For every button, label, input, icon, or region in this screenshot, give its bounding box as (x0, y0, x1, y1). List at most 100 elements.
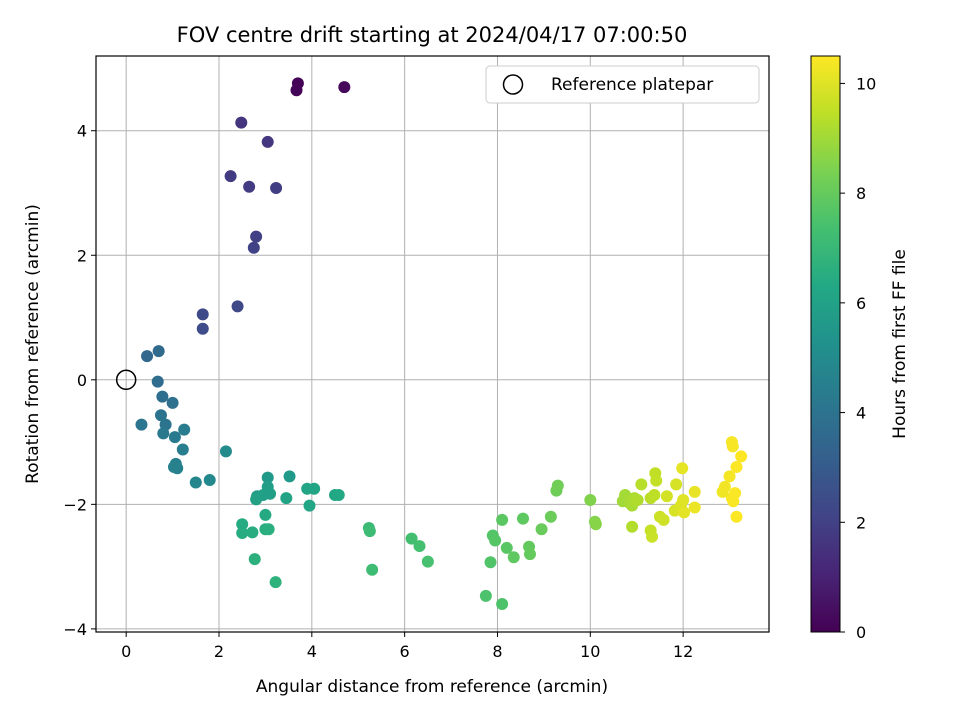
data-point (730, 510, 743, 523)
data-points (135, 77, 748, 610)
data-point (657, 513, 670, 526)
data-point (332, 489, 345, 502)
y-tick-label: 2 (77, 246, 87, 265)
data-point (247, 241, 260, 254)
colorbar (810, 55, 841, 633)
data-point (726, 440, 739, 453)
data-point (635, 478, 648, 491)
data-point (236, 526, 249, 539)
data-point (723, 470, 736, 483)
colorbar-tick-label: 8 (856, 184, 866, 203)
y-tick-label: 0 (77, 371, 87, 390)
data-point (196, 308, 209, 321)
data-point (135, 418, 148, 431)
data-point (626, 520, 639, 533)
data-point (479, 589, 492, 602)
data-point (151, 375, 164, 388)
data-point (270, 182, 283, 195)
data-point (678, 506, 691, 519)
y-tick-label: 4 (77, 122, 87, 141)
data-point (157, 427, 170, 440)
data-point (735, 450, 748, 463)
data-point (646, 530, 659, 543)
data-point (677, 493, 690, 506)
data-point (196, 322, 209, 335)
data-point (523, 548, 536, 561)
legend-reference-marker (502, 74, 524, 95)
colorbar-tick-label: 0 (856, 623, 866, 642)
data-point (167, 460, 180, 473)
data-point (670, 478, 683, 491)
data-point (405, 532, 418, 545)
colorbar-tick-label: 4 (856, 404, 866, 423)
data-point (250, 230, 263, 243)
x-tick-label: 4 (307, 642, 317, 661)
data-point (280, 492, 293, 505)
data-point (235, 116, 248, 129)
data-point (141, 350, 154, 363)
colorbar-ticks: 0 2 4 6 8 10 (840, 74, 876, 642)
data-point (219, 445, 232, 458)
data-point (203, 474, 216, 487)
x-tick-label: 12 (673, 642, 693, 661)
data-point (688, 485, 701, 498)
data-point (507, 551, 520, 564)
data-point (308, 482, 321, 495)
plot-area (95, 55, 770, 633)
x-axis-label: Angular distance from reference (arcmin) (256, 677, 608, 697)
x-tick-label: 8 (492, 642, 502, 661)
x-tick-label: 2 (214, 642, 224, 661)
data-point (264, 487, 277, 500)
data-point (631, 493, 644, 506)
y-axis: −4 −2 0 2 4 (63, 122, 96, 639)
data-point (269, 576, 282, 589)
data-point (303, 499, 316, 512)
data-point (730, 460, 743, 473)
data-point (589, 518, 602, 531)
colorbar-tick-label: 2 (856, 513, 866, 532)
x-axis: 0 2 4 6 8 10 12 (121, 632, 693, 661)
data-point (178, 423, 191, 436)
data-point (231, 300, 244, 313)
data-point (236, 518, 249, 531)
data-point (262, 523, 275, 536)
data-point (413, 540, 426, 553)
legend: Reference platepar (485, 65, 760, 104)
colorbar-tick-label: 6 (856, 294, 866, 313)
y-tick-label: −4 (63, 620, 87, 639)
data-point (489, 534, 502, 547)
reference-marker (115, 369, 137, 391)
chart-title: FOV centre drift starting at 2024/04/17 … (177, 23, 688, 47)
data-point (718, 480, 731, 493)
legend-box (485, 65, 760, 104)
data-point (688, 501, 701, 514)
data-point (496, 597, 509, 610)
data-point (156, 390, 169, 403)
data-point (496, 513, 509, 526)
x-tick-label: 10 (580, 642, 600, 661)
data-point (676, 462, 689, 475)
data-point (224, 170, 237, 183)
y-axis-label: Rotation from reference (arcmin) (23, 204, 43, 484)
data-point (363, 525, 376, 538)
data-point (290, 84, 303, 97)
data-point (152, 345, 165, 358)
data-point (261, 135, 274, 148)
data-point (551, 479, 564, 492)
data-point (283, 470, 296, 483)
data-point (250, 493, 263, 506)
data-point (154, 409, 167, 422)
data-point (259, 508, 272, 521)
data-point (517, 512, 530, 525)
data-point (535, 523, 548, 536)
data-point (660, 490, 673, 503)
data-point (650, 474, 663, 487)
data-point (421, 555, 434, 568)
legend-label: Reference platepar (551, 75, 713, 95)
data-point (544, 510, 557, 523)
data-point (189, 476, 202, 489)
grid (96, 56, 769, 632)
x-tick-label: 6 (400, 642, 410, 661)
